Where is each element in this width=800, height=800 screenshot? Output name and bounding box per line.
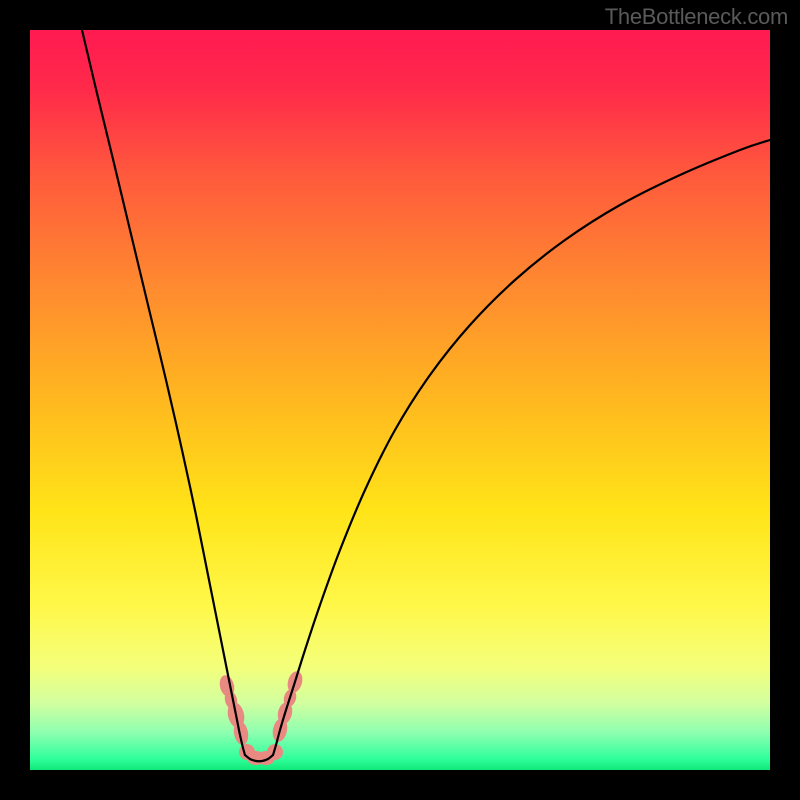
watermark-text: TheBottleneck.com (605, 4, 788, 30)
plot-area (30, 30, 770, 770)
gradient-background (30, 30, 770, 770)
